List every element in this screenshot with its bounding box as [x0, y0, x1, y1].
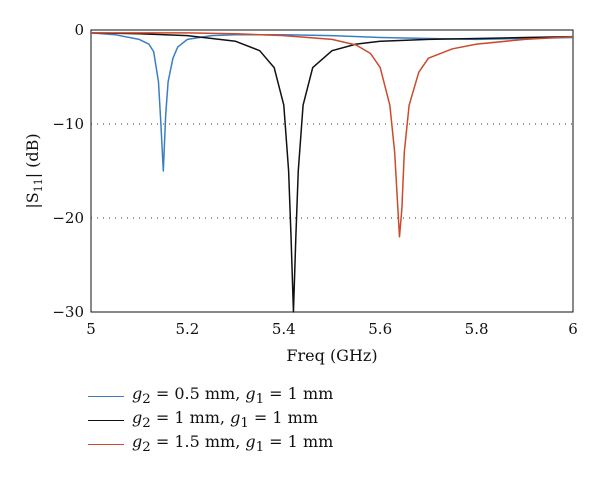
y-tick-label: 0 [74, 21, 84, 39]
plot-frame [90, 29, 574, 313]
legend-label: g2 = 1.5 mm, g1 = 1 mm [132, 432, 334, 456]
y-tick-labels: 0 −10 −20 −30 [52, 21, 84, 321]
y-axis-title-main: |S [23, 192, 42, 208]
x-tick-label: 5.4 [272, 320, 296, 338]
x-axis-title: Freq (GHz) [286, 346, 377, 365]
y-axis-title: |S11| (dB) [23, 133, 45, 208]
x-tick-label: 5 [86, 320, 96, 338]
legend-swatch-black [88, 419, 124, 421]
x-tick-labels: 5 5.2 5.4 5.6 5.8 6 [86, 320, 578, 338]
y-tick-label: −30 [52, 303, 84, 321]
gridlines [91, 123, 573, 219]
x-tick-label: 5.8 [465, 320, 489, 338]
legend-item-g2-0-5: g2 = 0.5 mm, g1 = 1 mm [88, 384, 333, 408]
x-tick-label: 6 [568, 320, 578, 338]
series-line-3 [91, 32, 574, 238]
x-tick-label: 5.6 [368, 320, 392, 338]
series-layer [90, 32, 574, 313]
legend-label: g2 = 1 mm, g1 = 1 mm [132, 408, 319, 432]
legend-label: g2 = 0.5 mm, g1 = 1 mm [132, 384, 334, 408]
y-axis-title-tail: | (dB) [23, 133, 42, 178]
y-tick-label: −20 [52, 209, 84, 227]
legend-swatch-red [88, 443, 124, 445]
legend: g2 = 0.5 mm, g1 = 1 mm g2 = 1 mm, g1 = 1… [88, 384, 333, 456]
x-tick-label: 5.2 [175, 320, 199, 338]
series-line-2 [90, 32, 574, 313]
y-axis-title-sub: 11 [32, 178, 45, 192]
legend-swatch-blue [88, 395, 124, 397]
legend-item-g2-1-5: g2 = 1.5 mm, g1 = 1 mm [88, 432, 333, 456]
y-tick-label: −10 [52, 115, 84, 133]
legend-item-g2-1: g2 = 1 mm, g1 = 1 mm [88, 408, 333, 432]
series-line-1 [90, 32, 574, 172]
